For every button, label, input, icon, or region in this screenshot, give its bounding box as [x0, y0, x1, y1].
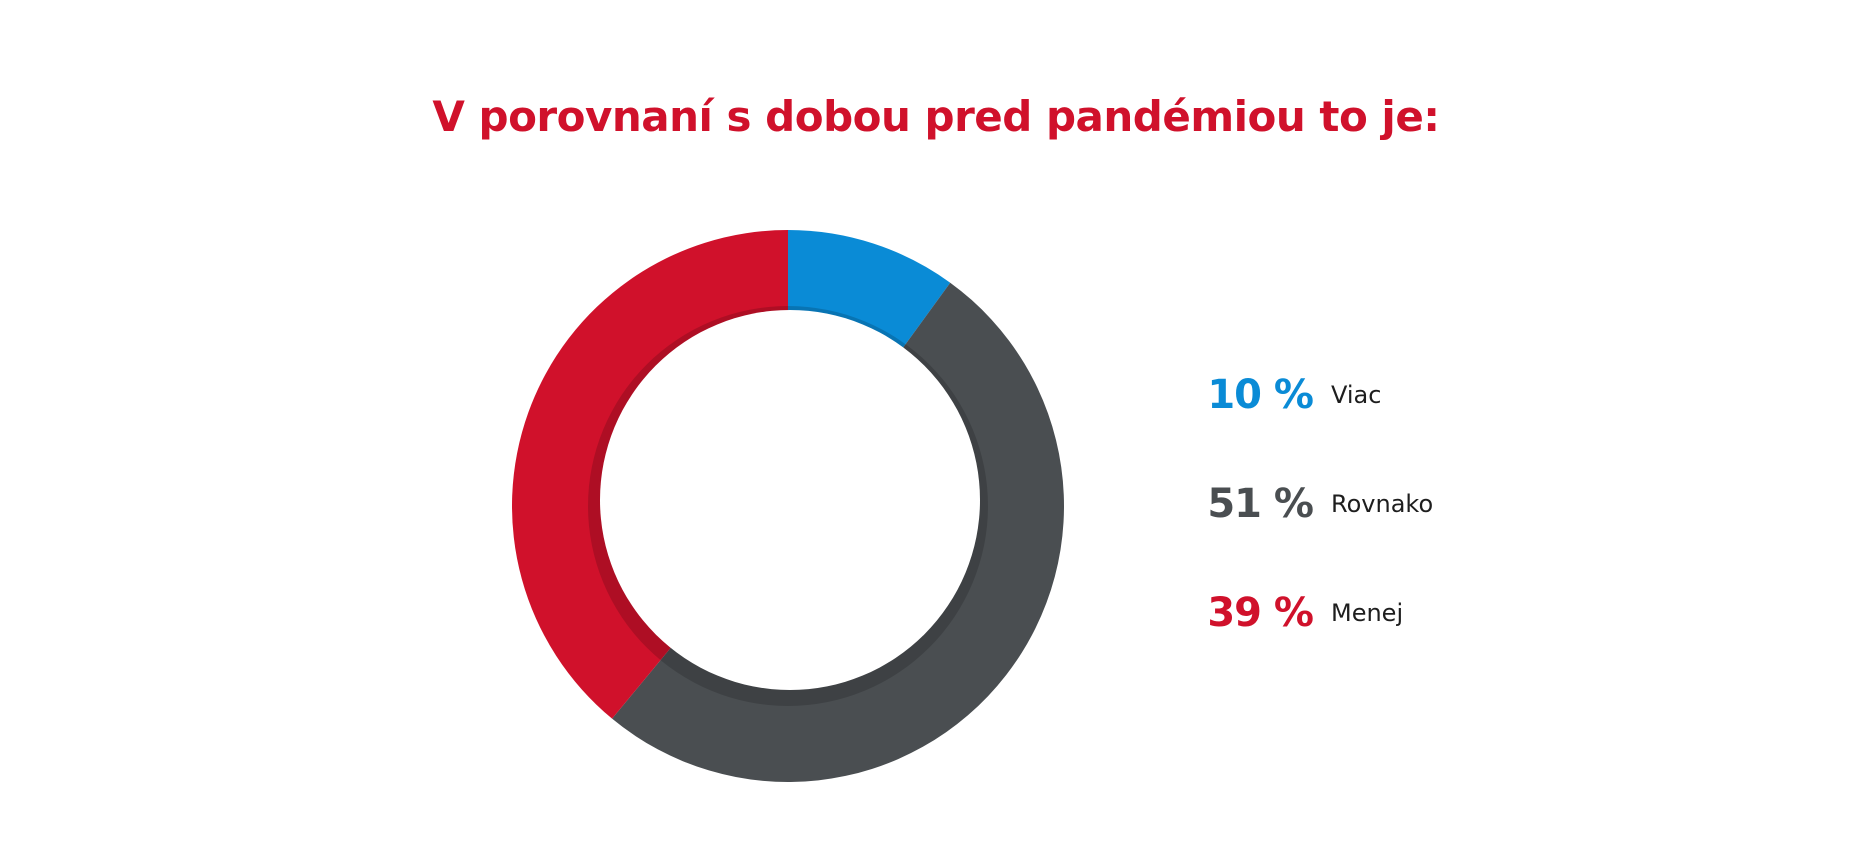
legend-label-rovnako: Rovnako [1331, 490, 1434, 518]
donut-hole [600, 310, 980, 690]
legend-value-rovnako: 51 % [1207, 481, 1314, 527]
legend-item-menej: 39 % Menej [1180, 588, 1540, 638]
chart-title: V porovnaní s dobou pred pandémiou to je… [432, 92, 1440, 141]
legend-item-rovnako: 51 % Rovnako [1180, 479, 1540, 529]
legend-value-menej: 39 % [1207, 590, 1314, 636]
legend-item-viac: 10 % Viac [1180, 370, 1540, 420]
legend-label-menej: Menej [1331, 599, 1404, 627]
donut-chart [510, 228, 1066, 784]
legend-label-viac: Viac [1331, 381, 1382, 409]
legend-value-viac: 10 % [1207, 372, 1314, 418]
donut-svg [512, 230, 1065, 783]
